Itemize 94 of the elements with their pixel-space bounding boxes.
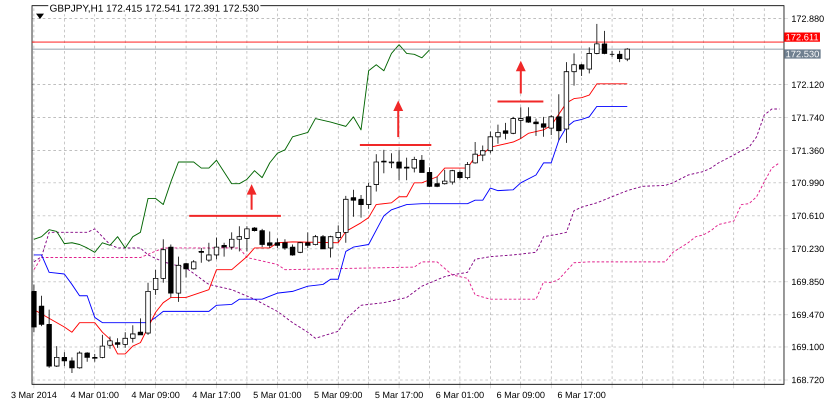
x-tick-label: 5 Mar 01:00: [254, 392, 302, 398]
candlestick: [221, 242, 227, 258]
y-tick-label: 169.850: [792, 278, 824, 286]
candlestick: [76, 350, 82, 370]
candlestick: [495, 124, 501, 144]
candlestick: [480, 145, 486, 162]
y-tick-label: 170.610: [792, 212, 824, 220]
y-tick-label: 171.360: [792, 147, 824, 154]
line-series: [33, 162, 780, 300]
y-tick-label: 170.230: [792, 246, 824, 252]
candlestick: [229, 232, 234, 250]
y-tick-label: 168.720: [792, 376, 824, 384]
candlestick: [350, 189, 356, 218]
candlestick: [488, 131, 494, 154]
x-tick-label: 5 Mar 09:00: [314, 392, 362, 398]
candlestick: [366, 182, 372, 210]
candlestick: [198, 248, 204, 264]
candlestick: [138, 318, 144, 336]
line-series: [33, 106, 628, 324]
x-tick-label: 4 Mar 17:00: [192, 392, 240, 398]
candlestick: [412, 156, 417, 173]
x-tick-label: 4 Mar 01:00: [70, 392, 119, 398]
candlestick: [548, 114, 554, 136]
candlestick: [434, 176, 440, 188]
candlestick: [616, 50, 622, 63]
candlestick: [152, 269, 158, 296]
candlestick: [297, 241, 303, 254]
candlestick: [38, 295, 44, 327]
candlestick: [609, 50, 615, 58]
candlestick: [107, 336, 113, 350]
candlestick: [114, 338, 120, 348]
candlestick: [540, 116, 546, 138]
candlestick: [374, 154, 379, 192]
candlestick: [183, 262, 189, 278]
candlestick: [510, 116, 516, 135]
candlestick: [396, 149, 402, 181]
candlestick: [100, 334, 106, 359]
candlestick: [320, 234, 326, 250]
x-tick-label: 4 Mar 09:00: [132, 392, 180, 398]
chart-title: GBPJPY,H1 172.415 172.541 172.391 172.530: [50, 4, 259, 13]
candlestick: [84, 352, 90, 362]
candlestick: [274, 238, 280, 248]
x-tick-label: 6 Mar 17:00: [558, 392, 606, 398]
candlestick: [426, 166, 432, 188]
candlestick: [602, 30, 608, 55]
candlestick: [404, 157, 410, 181]
candlestick: [624, 48, 630, 62]
candlestick: [556, 94, 562, 141]
candlestick: [472, 142, 478, 164]
candlestick: [526, 106, 532, 124]
y-tick-label: 172.120: [792, 81, 824, 88]
candlestick: [594, 24, 600, 55]
y-tick-label: 169.470: [792, 312, 824, 318]
candlestick: [328, 235, 334, 258]
candlestick: [130, 324, 136, 344]
candlestick: [518, 106, 524, 139]
candlestick: [442, 169, 448, 185]
x-tick-label: 5 Mar 17:00: [375, 392, 423, 398]
candlestick: [214, 237, 220, 260]
x-tick-label: 6 Mar 09:00: [497, 392, 545, 398]
candlestick: [312, 234, 318, 246]
candlestick: [122, 332, 128, 348]
candlestick: [388, 152, 394, 168]
y-tick-label: 169.100: [792, 344, 824, 350]
ref-line-label: 172.611: [786, 34, 818, 40]
candlestick: [259, 228, 265, 248]
candlestick: [578, 63, 584, 76]
candlestick: [54, 346, 60, 368]
ref-line-label: 172.530: [786, 50, 819, 58]
candlestick: [236, 226, 242, 252]
candlestick: [464, 162, 470, 180]
x-tick-label: 3 Mar 2014: [11, 392, 57, 398]
candlestick: [305, 232, 310, 248]
candlestick: [190, 260, 196, 270]
candlestick: [206, 242, 212, 262]
candlestick: [69, 356, 75, 374]
candlestick: [62, 352, 68, 366]
candlestick: [533, 118, 539, 136]
y-tick-label: 172.880: [792, 15, 824, 22]
candlestick: [358, 194, 364, 218]
line-series: [33, 44, 430, 253]
candlestick: [586, 46, 592, 74]
candlestick: [419, 154, 425, 173]
candlestick: [450, 169, 455, 185]
y-tick-label: 171.740: [792, 114, 824, 121]
candlestick: [571, 53, 577, 86]
candlestick: [290, 244, 296, 256]
candlestick: [282, 238, 288, 250]
x-tick-label: 6 Mar 01:00: [436, 392, 484, 398]
candlestick: [336, 224, 341, 242]
candlestick: [244, 226, 250, 252]
candlestick: [381, 149, 387, 174]
candlestick: [267, 231, 272, 248]
y-tick-label: 170.990: [792, 180, 824, 186]
